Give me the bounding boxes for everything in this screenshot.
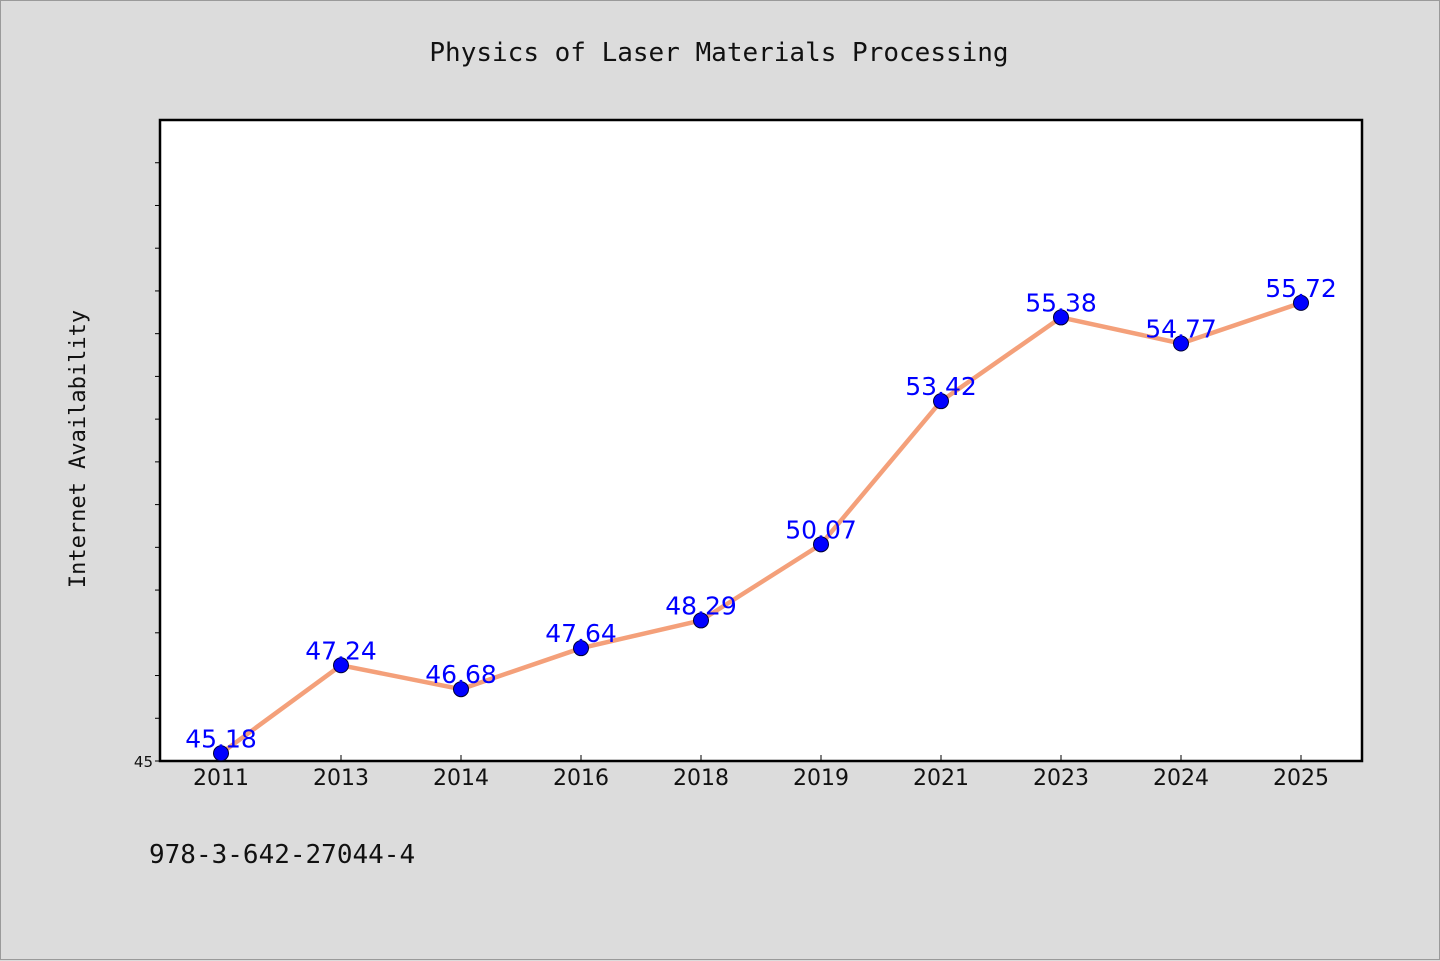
data-point <box>1293 294 1309 311</box>
series-line <box>219 300 1302 756</box>
data-label: 55.38 <box>1025 288 1097 317</box>
y-axis-label: Internet Availability <box>66 310 91 588</box>
data-label: 45.18 <box>185 724 257 753</box>
x-axis-ticks: 2011 2013 2014 2016 2018 2019 2021 2023 2024 2025 <box>193 755 1329 791</box>
series-line-group <box>219 300 1302 756</box>
data-label: 50.07 <box>785 515 857 544</box>
x-tick-label: 2011 <box>193 766 249 791</box>
chart-title: Physics of Laser Materials Processing <box>429 38 1008 68</box>
data-point <box>333 657 349 674</box>
data-label: 55.72 <box>1265 274 1337 303</box>
y-tick-label: 45 <box>134 753 153 771</box>
data-label: 47.64 <box>545 619 617 648</box>
data-labels: 45.18 47.24 46.68 47.64 48.29 50.07 53.42 55.38… <box>185 274 1337 753</box>
data-point <box>1053 309 1069 326</box>
x-tick-label: 2025 <box>1273 766 1329 791</box>
data-label: 47.24 <box>305 636 377 665</box>
plot-area <box>158 118 1364 763</box>
data-point <box>693 612 709 629</box>
y-axis-ticks: 45 <box>134 162 160 771</box>
data-label: 46.68 <box>425 660 497 689</box>
x-tick-label: 2018 <box>673 766 729 791</box>
data-label: 53.42 <box>905 372 977 401</box>
x-tick-label: 2014 <box>433 766 489 791</box>
data-point <box>933 393 949 410</box>
x-tick-label: 2016 <box>553 766 609 791</box>
series-markers <box>213 294 1309 762</box>
x-tick-label: 2013 <box>313 766 369 791</box>
data-point <box>573 640 589 657</box>
data-point <box>1173 335 1189 352</box>
isbn-text: 978-3-642-27044-4 <box>149 840 415 870</box>
data-point <box>453 681 469 698</box>
data-label: 54.77 <box>1145 314 1217 343</box>
x-tick-label: 2019 <box>793 766 849 791</box>
x-tick-label: 2024 <box>1153 766 1209 791</box>
x-tick-label: 2021 <box>913 766 969 791</box>
data-point <box>213 745 229 762</box>
x-tick-label: 2023 <box>1033 766 1089 791</box>
data-point <box>813 536 829 553</box>
data-label: 48.29 <box>665 591 737 620</box>
